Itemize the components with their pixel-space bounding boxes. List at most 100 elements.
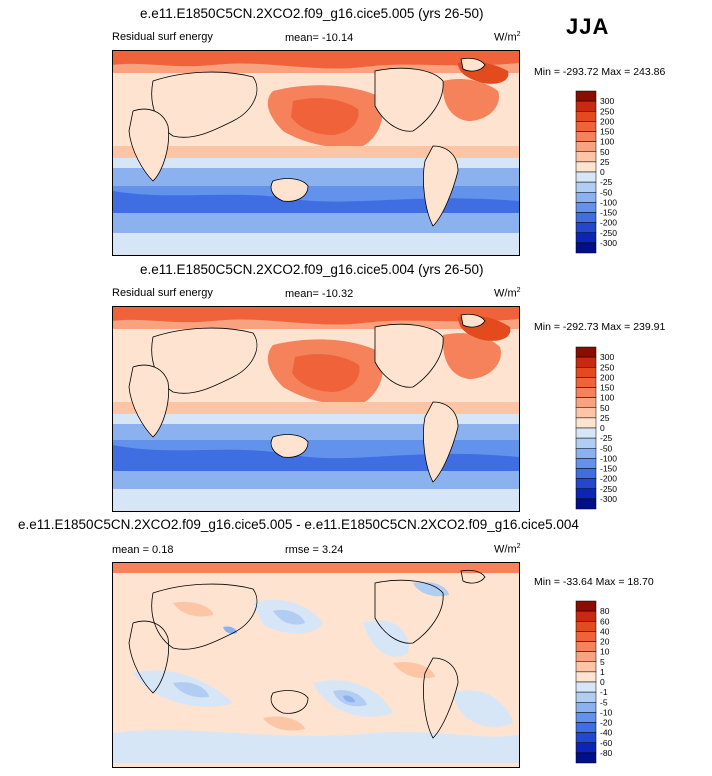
colorbar-tick-label: 80 [600, 606, 610, 616]
colorbar-swatch [575, 691, 597, 703]
colorbar-swatch [575, 212, 597, 223]
colorbar-swatch [575, 232, 597, 244]
panel-1-title: e.e11.E1850C5CN.2XCO2.f09_g16.cice5.005 … [140, 6, 484, 21]
colorbar-tick-label: 1 [600, 667, 605, 677]
colorbar-tick-label: -100 [600, 453, 617, 463]
colorbar-swatch [575, 397, 597, 408]
colorbar-tick-label: -200 [600, 474, 617, 484]
colorbar-swatch [575, 498, 597, 510]
colorbar-tick-label: -50 [600, 187, 613, 197]
colorbar-tick-label: 0 [600, 167, 605, 177]
colorbar-tick-label: -80 [600, 748, 613, 758]
colorbar-swatch [575, 192, 597, 203]
colorbar-tick-label: 10 [600, 647, 610, 657]
colorbar-tick-label: 300 [600, 96, 614, 106]
colorbar-swatch [575, 448, 597, 459]
colorbar-tick-label: 5 [600, 657, 605, 667]
colorbar-swatch [575, 111, 597, 122]
panel-2-minmax: Min = -292.73 Max = 239.91 [534, 321, 666, 333]
panel-1-mean: mean= -10.14 [285, 32, 354, 44]
colorbar-swatch [575, 488, 597, 500]
colorbar-swatch [575, 100, 597, 112]
colorbar-swatch [575, 356, 597, 368]
panel-1-map [112, 50, 520, 256]
colorbar-swatch [575, 458, 597, 469]
colorbar-swatch [575, 427, 597, 439]
colorbar-swatch [575, 417, 597, 429]
colorbar-tick-label: 60 [600, 616, 610, 626]
colorbar-tick-label: -1 [600, 687, 608, 697]
colorbar-swatch [575, 131, 597, 142]
colorbar-tick-label: 20 [600, 637, 610, 647]
colorbar-swatch [575, 671, 597, 683]
panel-2-title: e.e11.E1850C5CN.2XCO2.f09_g16.cice5.004 … [140, 262, 484, 277]
colorbar-tick-label: 0 [600, 423, 605, 433]
colorbar-swatch [575, 661, 597, 673]
colorbar-swatch [575, 722, 597, 733]
colorbar-swatch [575, 222, 597, 233]
colorbar-swatch [575, 407, 597, 419]
colorbar-swatch [575, 610, 597, 622]
colorbar-swatch [575, 478, 597, 489]
colorbar-tick-label: 150 [600, 127, 614, 137]
panel-1-minmax: Min = -293.72 Max = 243.86 [534, 66, 666, 78]
colorbar-swatch [575, 681, 597, 693]
colorbar-tick-label: 40 [600, 626, 610, 636]
colorbar-tick-label: -250 [600, 484, 617, 494]
panel-2-variable-label: Residual surf energy [112, 287, 213, 299]
panel-3-units: W/m2 [494, 543, 521, 556]
panel-3-colorbar: 80 60 40 20 10 5 1 0 -1 -5 -10 -20 -40 -60 -80 [572, 600, 632, 764]
colorbar-tick-label: 200 [600, 116, 614, 126]
colorbar-swatch [575, 161, 597, 173]
panel-2-units: W/m2 [494, 287, 521, 300]
colorbar-tick-label: -5 [600, 697, 608, 707]
colorbar-tick-label: 0 [600, 677, 605, 687]
panel-2-mean: mean= -10.32 [285, 288, 354, 300]
colorbar-swatch [575, 641, 597, 652]
panel-1-colorbar: 300 250 200 150 100 50 25 0 -25 -50 -100 -150 -200 -2… [572, 90, 632, 254]
colorbar-swatch [575, 121, 597, 132]
colorbar-tick-label: -60 [600, 738, 613, 748]
colorbar-tick-label: 250 [600, 362, 614, 372]
colorbar-swatch [575, 702, 597, 713]
colorbar-tick-label: 25 [600, 413, 610, 423]
colorbar-tick-label: 250 [600, 106, 614, 116]
panel-1-units: W/m2 [494, 31, 521, 44]
panel-1-variable-label: Residual surf energy [112, 31, 213, 43]
colorbar-tick-label: -40 [600, 728, 613, 738]
colorbar-swatch [575, 367, 597, 378]
colorbar-tick-label: -10 [600, 707, 613, 717]
season-label: JJA [566, 14, 610, 39]
colorbar-tick-label: -250 [600, 228, 617, 238]
panel-3-rmse: rmse = 3.24 [285, 544, 344, 556]
colorbar-tick-label: 100 [600, 393, 614, 403]
colorbar-swatch [575, 437, 597, 449]
colorbar-swatch [575, 377, 597, 388]
colorbar-tick-label: 300 [600, 352, 614, 362]
colorbar-tick-label: 25 [600, 157, 610, 167]
colorbar-swatch [575, 90, 597, 102]
panel-2-map [112, 306, 520, 512]
colorbar-tick-label: 150 [600, 383, 614, 393]
colorbar-swatch [575, 732, 597, 743]
colorbar-swatch [575, 752, 597, 764]
colorbar-tick-label: -100 [600, 197, 617, 207]
colorbar-swatch [575, 712, 597, 723]
colorbar-tick-label: -150 [600, 464, 617, 474]
colorbar-swatch [575, 171, 597, 183]
colorbar-tick-label: 50 [600, 147, 610, 157]
panel-2-colorbar: 300 250 200 150 100 50 25 0 -25 -50 -100 -150 -200 -2… [572, 346, 632, 510]
colorbar-swatch [575, 242, 597, 254]
colorbar-swatch [575, 151, 597, 163]
colorbar-tick-label: -50 [600, 443, 613, 453]
colorbar-swatch [575, 141, 597, 152]
colorbar-tick-label: -300 [600, 494, 617, 504]
panel-3-map [112, 562, 520, 768]
colorbar-swatch [575, 631, 597, 642]
colorbar-swatch [575, 346, 597, 358]
panel-3-mean: mean = 0.18 [112, 544, 174, 556]
colorbar-swatch [575, 387, 597, 398]
colorbar-swatch [575, 181, 597, 193]
colorbar-tick-label: -25 [600, 177, 613, 187]
colorbar-tick-label: -25 [600, 433, 613, 443]
